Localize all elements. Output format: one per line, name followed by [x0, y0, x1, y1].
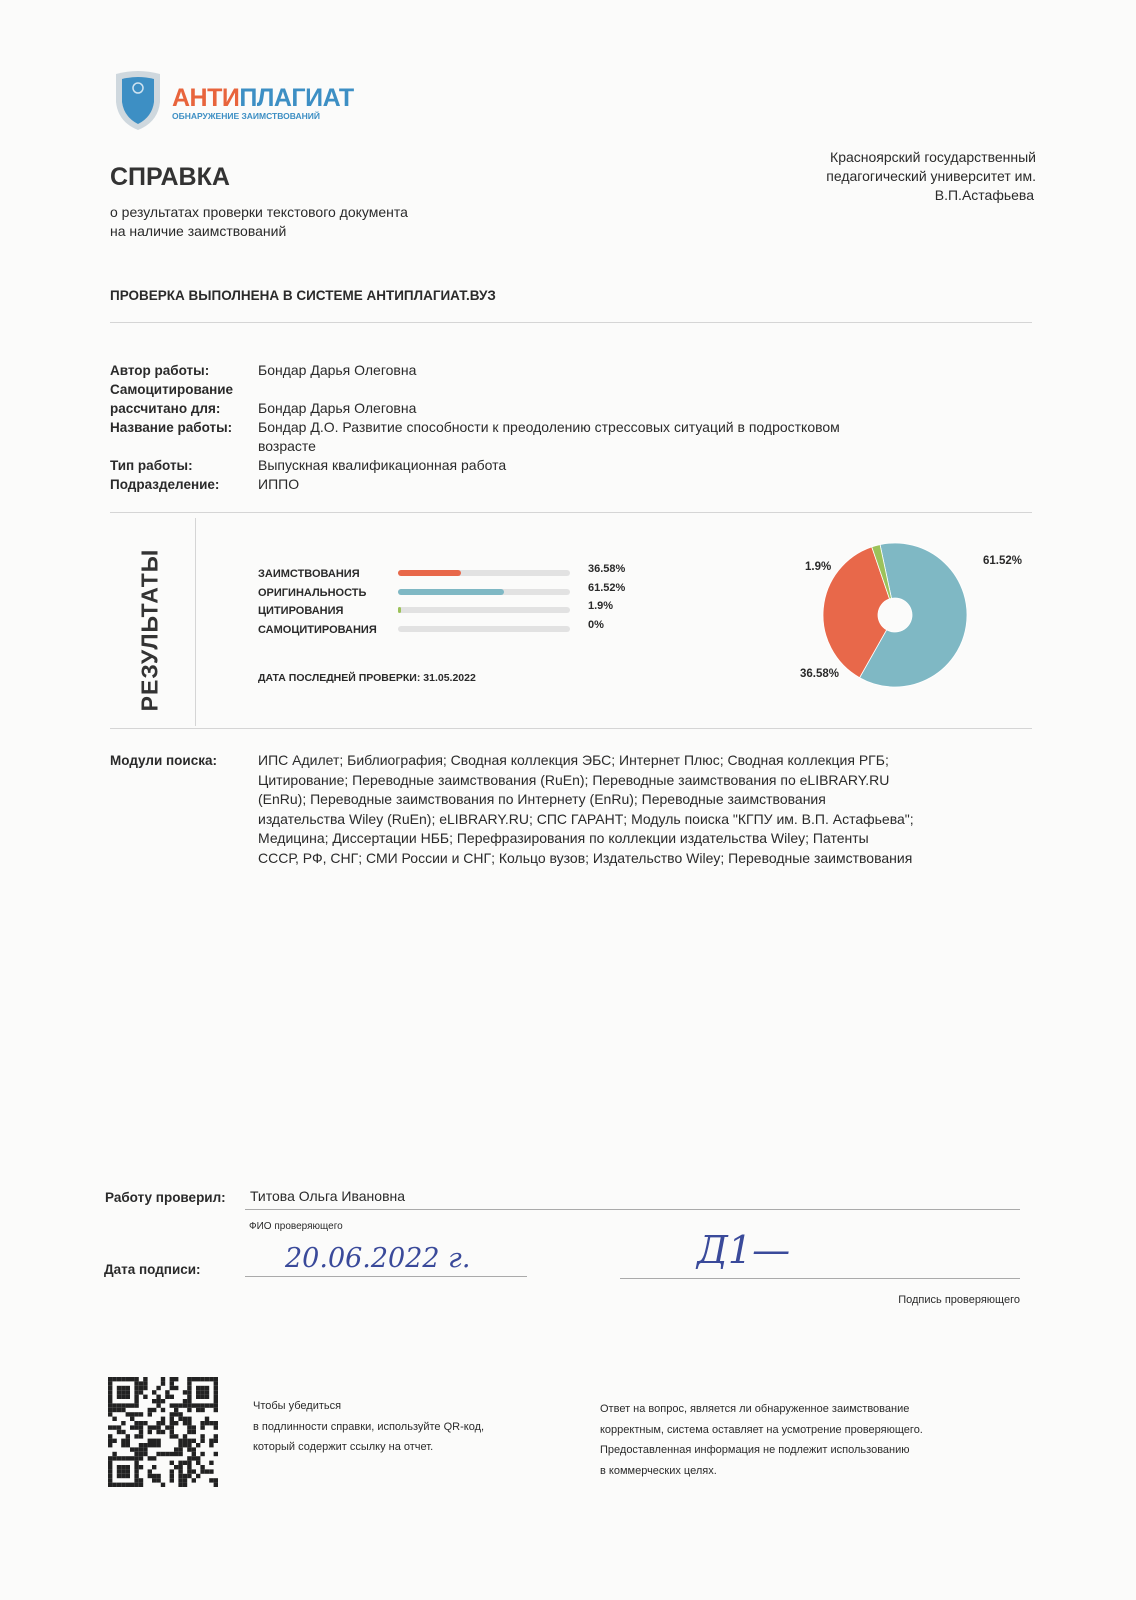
subtitle: о результатах проверки текстового докуме… [110, 203, 408, 241]
page-title: СПРАВКА [110, 163, 230, 191]
qr-note-line: Чтобы убедиться [253, 1400, 342, 1412]
results-heading: РЕЗУЛЬТАТЫ [136, 548, 163, 712]
result-label: САМОЦИТИРОВАНИЯ [258, 623, 377, 636]
handwritten-signature: Д1— [697, 1228, 791, 1272]
signature-underline [620, 1278, 1020, 1279]
subtitle-line: на наличие заимствований [110, 223, 287, 239]
result-bar [398, 607, 570, 613]
field-value: Бондар Дарья Олеговна [258, 400, 417, 416]
organization: Красноярский государственный педагогичес… [826, 148, 1036, 205]
pie-label-borrowed: 36.58% [800, 668, 840, 680]
field-label: рассчитано для: [110, 401, 221, 416]
date-underline [245, 1276, 527, 1277]
field-row: Название работы: Бондар Д.О. Развитие спо… [110, 418, 840, 437]
result-bar-fill [398, 607, 402, 613]
field-label: Название работы: [110, 420, 233, 435]
modules-line: Цитирование; Переводные заимствования (R… [258, 771, 890, 788]
result-bar-fill [398, 570, 461, 576]
field-value: Выпускная квалификационная работа [258, 457, 507, 473]
result-bar [398, 625, 570, 632]
divider [110, 322, 1032, 323]
system-line: ПРОВЕРКА ВЫПОЛНЕНА В СИСТЕМЕ АНТИПЛАГИАТ… [110, 288, 496, 303]
signature-caption: Подпись проверяющего [898, 1294, 1020, 1306]
divider [110, 728, 1032, 729]
result-value: 61.52% [588, 581, 626, 594]
donut-slice-2 [871, 544, 892, 600]
result-value: 1.9% [588, 600, 614, 612]
checked-by-label: Работу проверил: [105, 1190, 226, 1205]
organization-line: педагогический университет им. [826, 168, 1036, 184]
subtitle-line: о результатах проверки текстового докуме… [110, 204, 408, 220]
shield-logo-icon [116, 71, 160, 130]
modules-line: Медицина; Диссертации НББ; Перефразирова… [258, 830, 869, 846]
donut-slice-0 [822, 546, 891, 679]
modules-line: СССР, РФ, СНГ; СМИ России и СНГ; Кольцо … [258, 849, 913, 866]
disclaimer-line: корректным, система оставляет на усмотре… [600, 1423, 923, 1436]
modules-label: Модули поиска: [110, 753, 217, 768]
document-fields: Автор работы: Бондар Дарья Олеговна Самоци… [110, 361, 840, 494]
divider [110, 512, 1032, 513]
divider [195, 518, 196, 726]
field-label: Тип работы: [110, 458, 193, 473]
name-underline [245, 1209, 1020, 1210]
field-value: Бондар Дарья Олеговна [258, 362, 417, 378]
field-row: Тип работы: Выпускная квалификационная ра… [110, 456, 840, 475]
modules-line: (EnRu); Переводные заимствования по Инте… [258, 791, 826, 807]
disclaimer: Ответ на вопрос, является ли обнаруженно… [600, 1399, 923, 1481]
qr-note-line: в подлинности справки, используйте QR-ко… [253, 1420, 485, 1433]
pie-label-original: 61.52% [983, 555, 1023, 567]
modules-line: издательства Wiley (RuEn); eLIBRARY.RU; … [258, 810, 914, 827]
result-label: ЗАИМСТВОВАНИЯ [258, 568, 360, 580]
field-row: Автор работы: Бондар Дарья Олеговна [110, 361, 840, 380]
logo-wordmark: АНТИПЛАГИАТ [172, 84, 354, 113]
result-value: 36.58% [588, 563, 626, 575]
disclaimer-line: в коммерческих целях. [600, 1464, 717, 1477]
modules-list: ИПС Адилет; Библиография; Сводная коллек… [258, 751, 914, 868]
field-row: Подразделение: ИППО [110, 475, 840, 494]
result-bar-fill [398, 588, 504, 595]
field-label: Самоцитирование [110, 382, 234, 397]
organization-line: В.П.Астафьева [934, 187, 1034, 203]
logo-tagline: ОБНАРУЖЕНИЕ ЗАИМСТВОВАНИЙ [172, 111, 320, 121]
qr-code-icon [108, 1377, 218, 1487]
checked-by-value: Титова Ольга Ивановна [250, 1188, 406, 1204]
qr-note-line: который содержит ссылку на отчет. [253, 1441, 434, 1453]
field-label [110, 437, 258, 456]
field-row: возрасте [110, 437, 840, 456]
field-value: ИППО [258, 476, 300, 492]
field-row: рассчитано для: Бондар Дарья Олеговна [110, 399, 840, 418]
field-label: Автор работы: [110, 363, 210, 378]
disclaimer-line: Ответ на вопрос, является ли обнаруженно… [600, 1403, 910, 1415]
last-check-date: ДАТА ПОСЛЕДНЕЙ ПРОВЕРКИ: 31.05.2022 [258, 672, 476, 684]
logo-part2: ПЛАГИАТ [239, 84, 354, 112]
result-value: 0% [588, 618, 604, 631]
result-bar [398, 588, 570, 595]
date-label: Дата подписи: [104, 1262, 201, 1277]
donut-slice-1 [859, 542, 968, 688]
qr-note: Чтобы убедиться в подлинности справки, ис… [253, 1396, 484, 1458]
result-label: ЦИТИРОВАНИЯ [258, 605, 344, 617]
logo-part1: АНТИ [172, 84, 240, 112]
results-donut-chart [822, 542, 968, 688]
field-value: Бондар Д.О. Развитие способности к преод… [258, 419, 840, 435]
field-label: Подразделение: [110, 477, 220, 492]
pie-label-cited: 1.9% [805, 561, 832, 573]
field-row: Самоцитирование [110, 380, 840, 399]
organization-line: Красноярский государственный [830, 149, 1036, 165]
handwritten-date: 20.06.2022 г. [285, 1243, 471, 1274]
result-bar [398, 570, 570, 576]
fio-caption: ФИО проверяющего [249, 1221, 343, 1232]
field-value: возрасте [258, 438, 316, 454]
modules-line: ИПС Адилет; Библиография; Сводная коллек… [258, 752, 889, 768]
disclaimer-line: Предоставленная информация не подлежит и… [600, 1444, 910, 1456]
result-label: ОРИГИНАЛЬНОСТЬ [258, 586, 367, 599]
